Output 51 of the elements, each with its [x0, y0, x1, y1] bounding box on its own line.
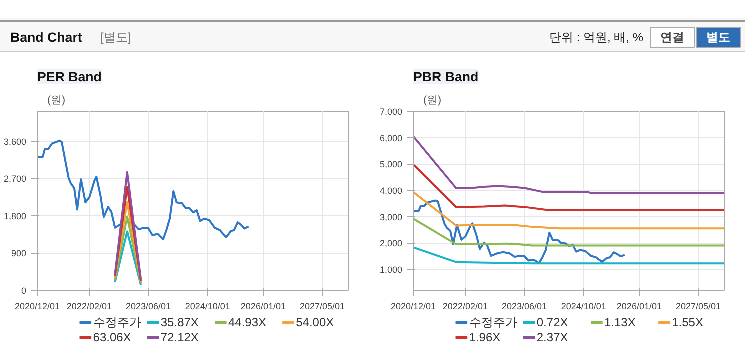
- text: Band Chart: [10, 30, 83, 45]
- x-tick-label: 2027/05/01: [300, 302, 345, 312]
- x-tick-label: 2027/05/01: [676, 302, 721, 312]
- y-axis-title: (원): [48, 94, 66, 106]
- text: 연결: [660, 30, 684, 44]
- y-tick-label: 900: [11, 248, 27, 259]
- legend-label: 2.37X: [536, 330, 568, 344]
- x-tick-label: 2020/12/01: [14, 302, 60, 312]
- legend-label: 1.55X: [672, 316, 704, 330]
- y-axis-title: (원): [424, 94, 442, 106]
- line-series: [414, 163, 724, 211]
- y-tick-label: 2,700: [4, 174, 27, 184]
- chart-title: PBR Band: [414, 70, 479, 84]
- legend-label: 0.72X: [536, 316, 568, 330]
- x-tick-label: 2024/10/01: [185, 302, 230, 312]
- legend-label: 72.12X: [160, 330, 199, 344]
- y-tick-label: 3,000: [380, 212, 403, 222]
- y-tick-label: 5,000: [380, 160, 403, 170]
- chart-title: PER Band: [38, 70, 102, 84]
- line-series: [414, 200, 626, 264]
- legend-label: 수정주가: [469, 316, 518, 330]
- line-series: [38, 140, 250, 241]
- y-tick-label: 4,000: [380, 186, 403, 196]
- x-tick-label: 2026/01/01: [240, 302, 286, 312]
- x-tick-label: 2020/12/01: [390, 302, 436, 312]
- y-tick-label: 3,600: [4, 136, 27, 147]
- text: [별도]: [100, 30, 132, 44]
- x-tick-label: 2024/10/01: [561, 302, 606, 312]
- y-tick-label: 7,000: [380, 107, 403, 117]
- legend-label: 54.00X: [296, 316, 334, 330]
- line-series: [414, 191, 724, 230]
- x-tick-label: 2026/01/01: [616, 302, 662, 312]
- y-tick-label: 2,000: [380, 238, 403, 249]
- y-tick-label: 6,000: [380, 133, 403, 144]
- text: 단위 : 억원, 배, %: [549, 30, 644, 44]
- legend-label: 수정주가: [93, 316, 142, 330]
- y-tick-label: 1,800: [4, 211, 27, 222]
- x-tick-label: 2023/06/01: [502, 302, 547, 312]
- legend-label: 63.06X: [93, 330, 132, 344]
- legend-label: 44.93X: [228, 316, 267, 330]
- y-tick-label: 0: [21, 286, 27, 296]
- line-series: [414, 136, 724, 194]
- legend-label: 1.13X: [604, 316, 636, 330]
- x-tick-label: 2022/02/01: [442, 302, 488, 312]
- x-tick-label: 2023/06/01: [126, 302, 171, 312]
- legend-label: 1.96X: [469, 330, 501, 344]
- y-tick-label: 1,000: [380, 264, 403, 275]
- line-series: [414, 218, 724, 247]
- legend-label: 35.87X: [160, 316, 199, 330]
- x-tick-label: 2022/02/01: [66, 302, 112, 312]
- text: 별도: [706, 30, 730, 44]
